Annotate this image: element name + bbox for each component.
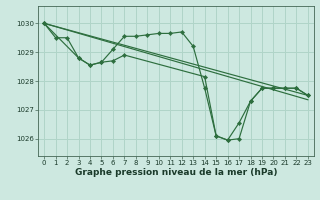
X-axis label: Graphe pression niveau de la mer (hPa): Graphe pression niveau de la mer (hPa) [75,168,277,177]
